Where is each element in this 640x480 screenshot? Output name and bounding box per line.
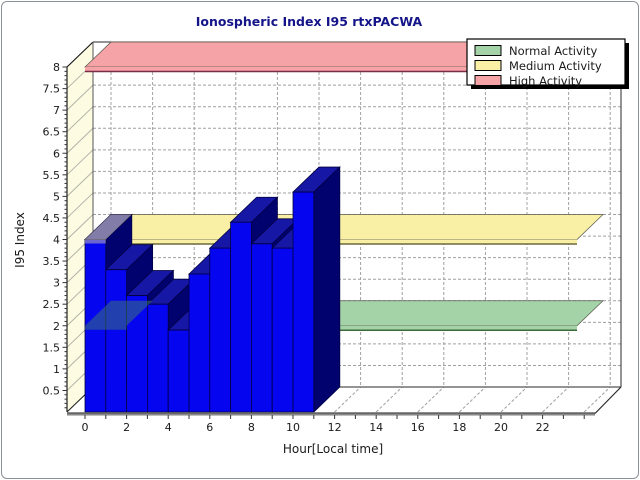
- y-axis-title: I95 Index: [13, 212, 27, 268]
- legend-label-1: Medium Activity: [509, 59, 602, 73]
- x-tick-label: 18: [452, 421, 466, 434]
- x-tick-label: 14: [369, 421, 383, 434]
- y-tick-label: 1.5: [43, 341, 61, 354]
- x-axis-title: Hour[Local time]: [283, 442, 383, 456]
- left-wall-hatch-line: [66, 84, 94, 111]
- bar-front-hour-1: [105, 269, 127, 413]
- y-tick-label: 3: [53, 277, 60, 290]
- x-tick-label: 6: [206, 421, 213, 434]
- left-wall-hatch-line: [66, 149, 94, 176]
- floor-grid-line: [500, 386, 528, 413]
- bar-front-hour-3: [146, 303, 169, 413]
- left-wall-hatch-line: [66, 171, 94, 197]
- bar-front-hour-9: [271, 247, 294, 413]
- legend-swatch-1: [474, 60, 502, 71]
- medium-band-tint-over-bar0: [85, 214, 132, 240]
- left-wall-hatch-line: [66, 214, 94, 240]
- x-tick-label: 22: [536, 421, 550, 434]
- y-tick-label: 1: [53, 363, 60, 376]
- y-tick-label: 7.5: [43, 83, 61, 96]
- x-tick-label: 10: [286, 421, 300, 434]
- legend-swatch-2: [474, 75, 502, 86]
- legend-label-2: High Activity: [509, 74, 582, 88]
- floor-grid-line: [417, 386, 445, 413]
- band-front-high: [85, 67, 577, 71]
- x-tick-label: 0: [82, 421, 89, 434]
- legend-swatch-0: [474, 45, 502, 56]
- floor-grid-line: [375, 386, 403, 413]
- y-tick-label: 7: [53, 104, 60, 117]
- floor-right-diagonal: [594, 386, 622, 414]
- bar-front-hour-8: [250, 243, 273, 413]
- floor-grid-line: [542, 386, 569, 413]
- medium-band-tint-strip: [85, 239, 106, 244]
- bar-front-hour-10: [292, 191, 315, 413]
- y-tick-label: 2.5: [43, 298, 61, 311]
- y-tick-label: 2: [53, 320, 60, 333]
- y-tick-label: 8: [53, 61, 60, 74]
- x-tick-label: 2: [123, 421, 130, 434]
- x-tick-label: 20: [494, 421, 508, 434]
- y-tick-label: 3.5: [43, 255, 61, 268]
- bar-front-hour-4: [167, 329, 190, 413]
- x-tick-label: 12: [328, 421, 342, 434]
- floor-grid-line: [459, 386, 486, 413]
- y-tick-label: 4: [53, 234, 60, 247]
- y-tick-label: 4.5: [43, 212, 61, 225]
- chart-title: Ionospheric Index I95 rtxPACWA: [196, 14, 423, 29]
- bar-front-hour-5: [188, 273, 211, 413]
- wall-top-diagonal: [66, 41, 94, 68]
- y-tick-label: 6.5: [43, 126, 61, 139]
- x-tick-label: 8: [248, 421, 255, 434]
- y-tick-label: 6: [53, 147, 60, 160]
- floor-grid-line: [583, 386, 611, 413]
- x-tick-label: 16: [411, 421, 425, 434]
- left-wall-hatch-line: [66, 127, 94, 154]
- bar-front-hour-7: [230, 221, 252, 413]
- normal-band-tint-over-bars: [85, 300, 153, 330]
- y-tick-label: 0.5: [43, 384, 61, 397]
- left-wall-hatch-line: [66, 106, 94, 133]
- left-wall-hatch-line: [66, 192, 94, 219]
- y-tick-label: 5.5: [43, 169, 61, 182]
- legend-label-0: Normal Activity: [509, 44, 597, 58]
- y-tick-label: 5: [53, 190, 60, 203]
- bar-side-hour-10: [313, 166, 341, 413]
- bar-front-hour-6: [209, 247, 232, 413]
- floor-grid-line: [334, 386, 361, 413]
- x-tick-label: 4: [165, 421, 172, 434]
- band-top-medium: [84, 214, 604, 240]
